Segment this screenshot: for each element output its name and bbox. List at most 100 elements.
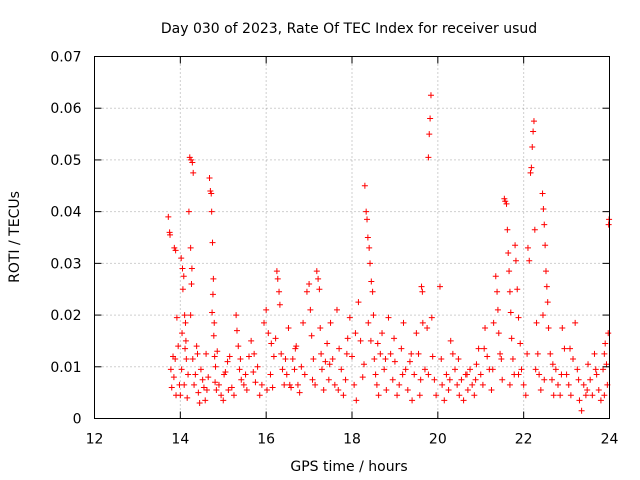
data-point [351, 381, 358, 388]
data-point [572, 319, 579, 326]
data-point [333, 306, 340, 313]
data-point [530, 118, 537, 125]
data-point [206, 175, 213, 182]
data-point [373, 381, 380, 388]
data-point [370, 312, 377, 319]
data-point [524, 350, 531, 357]
data-point [224, 358, 231, 365]
data-point [424, 325, 431, 331]
data-point [233, 327, 240, 334]
data-point [367, 337, 374, 344]
data-point [418, 283, 425, 290]
data-point [506, 381, 513, 388]
data-point [467, 366, 474, 373]
data-point [238, 376, 245, 383]
data-point [209, 291, 216, 298]
data-point [308, 332, 315, 339]
data-point [531, 226, 538, 233]
data-point [570, 356, 577, 363]
data-point [584, 387, 591, 394]
data-point [252, 379, 259, 386]
data-point [575, 376, 582, 383]
data-point [464, 371, 471, 378]
data-point [417, 376, 424, 383]
data-point [517, 340, 524, 347]
data-point [605, 330, 612, 337]
data-point [289, 356, 296, 363]
data-point [182, 337, 189, 344]
data-point [404, 387, 411, 394]
data-point [338, 366, 345, 373]
data-point [179, 286, 186, 293]
data-point [285, 325, 292, 331]
data-point [524, 244, 531, 251]
data-point [172, 356, 179, 363]
data-point [494, 288, 501, 295]
data-point [205, 374, 212, 381]
data-point [194, 350, 201, 357]
data-point [576, 397, 583, 404]
data-point [539, 190, 546, 197]
data-point [315, 275, 322, 282]
data-point [371, 356, 378, 363]
data-point [385, 314, 392, 321]
data-points [165, 92, 613, 414]
data-point [270, 353, 277, 360]
data-point [254, 363, 261, 370]
data-point [183, 356, 190, 363]
data-point [237, 356, 244, 363]
data-point [353, 397, 360, 404]
data-point [197, 366, 204, 373]
y-axis-label: ROTI / TECUs [7, 191, 23, 283]
data-point [336, 345, 343, 352]
y-tick-label: 0.06 [50, 101, 81, 117]
data-point [181, 312, 188, 319]
y-tick-label: 0 [73, 412, 82, 428]
data-point [355, 299, 362, 306]
data-point [322, 358, 329, 365]
data-point [479, 381, 486, 388]
data-point [189, 159, 196, 166]
data-point [377, 350, 384, 357]
data-point [492, 273, 499, 280]
data-point [541, 376, 548, 383]
data-point [563, 371, 570, 378]
data-point [477, 371, 484, 378]
data-point [344, 335, 351, 342]
x-tick-label: 20 [429, 432, 447, 448]
data-point [357, 337, 364, 344]
y-tick-label: 0.03 [50, 256, 81, 272]
data-point [218, 392, 225, 399]
data-point [325, 376, 332, 383]
data-point [235, 343, 242, 350]
data-point [508, 335, 515, 342]
data-point [411, 371, 418, 378]
data-point [268, 340, 275, 347]
data-point [301, 371, 308, 378]
data-point [452, 366, 458, 373]
data-point [561, 345, 568, 352]
data-point [589, 392, 596, 399]
data-point [455, 356, 462, 363]
data-point [539, 312, 546, 319]
data-point [374, 340, 381, 347]
data-point [472, 376, 479, 383]
grid-lines [94, 56, 610, 419]
data-point [490, 319, 497, 326]
data-point [288, 384, 295, 391]
data-point [215, 381, 222, 388]
data-point [509, 356, 516, 363]
data-point [495, 330, 502, 337]
y-tick-label: 0.07 [50, 50, 81, 66]
data-point [582, 392, 589, 399]
data-point [349, 353, 355, 360]
data-point [498, 356, 505, 363]
data-point [246, 353, 252, 360]
data-point [533, 319, 540, 326]
data-point [482, 325, 489, 331]
data-point [327, 319, 334, 326]
data-point [585, 361, 592, 368]
data-point [179, 330, 186, 337]
data-point [296, 389, 303, 396]
data-point [213, 387, 220, 394]
